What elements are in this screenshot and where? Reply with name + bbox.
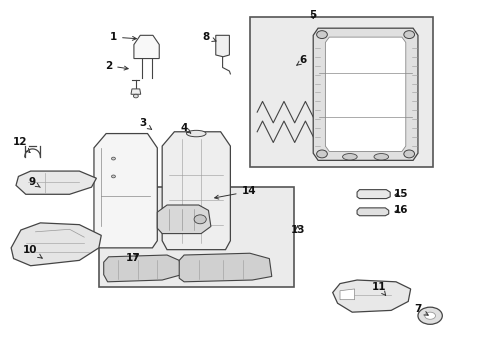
Ellipse shape <box>112 175 116 178</box>
Text: 2: 2 <box>105 61 128 71</box>
Ellipse shape <box>343 154 357 160</box>
Ellipse shape <box>112 157 116 160</box>
Polygon shape <box>357 190 390 199</box>
Ellipse shape <box>194 215 206 224</box>
Text: 16: 16 <box>393 205 408 215</box>
Text: 3: 3 <box>139 118 152 130</box>
Text: 14: 14 <box>215 186 256 199</box>
Polygon shape <box>179 253 272 282</box>
Ellipse shape <box>418 307 442 324</box>
Text: 13: 13 <box>291 225 305 235</box>
Text: 6: 6 <box>297 55 307 65</box>
Text: 4: 4 <box>180 123 191 133</box>
Polygon shape <box>162 132 230 249</box>
Ellipse shape <box>404 150 415 158</box>
Polygon shape <box>94 134 157 248</box>
Polygon shape <box>134 35 159 59</box>
Polygon shape <box>333 280 411 312</box>
Bar <box>250 18 433 167</box>
Polygon shape <box>16 171 97 194</box>
Polygon shape <box>104 255 182 282</box>
Ellipse shape <box>317 31 327 39</box>
Ellipse shape <box>404 31 415 39</box>
Text: 15: 15 <box>393 189 408 199</box>
Ellipse shape <box>133 94 138 98</box>
Text: 11: 11 <box>372 282 386 295</box>
Ellipse shape <box>374 154 389 160</box>
Ellipse shape <box>425 312 436 319</box>
Text: 1: 1 <box>110 32 136 42</box>
Ellipse shape <box>187 130 206 137</box>
Polygon shape <box>325 37 406 152</box>
Polygon shape <box>157 205 211 234</box>
Text: 7: 7 <box>414 304 428 315</box>
Polygon shape <box>357 208 389 216</box>
Text: 17: 17 <box>125 253 140 263</box>
Polygon shape <box>216 35 229 57</box>
Text: 5: 5 <box>310 10 317 20</box>
Text: 12: 12 <box>13 138 30 153</box>
Polygon shape <box>313 28 418 160</box>
Bar <box>99 187 294 287</box>
Text: 9: 9 <box>28 177 40 187</box>
Polygon shape <box>131 89 141 94</box>
Ellipse shape <box>317 150 327 158</box>
Text: 10: 10 <box>23 245 42 258</box>
Polygon shape <box>340 289 355 300</box>
Polygon shape <box>11 223 101 266</box>
Text: 8: 8 <box>202 32 216 42</box>
